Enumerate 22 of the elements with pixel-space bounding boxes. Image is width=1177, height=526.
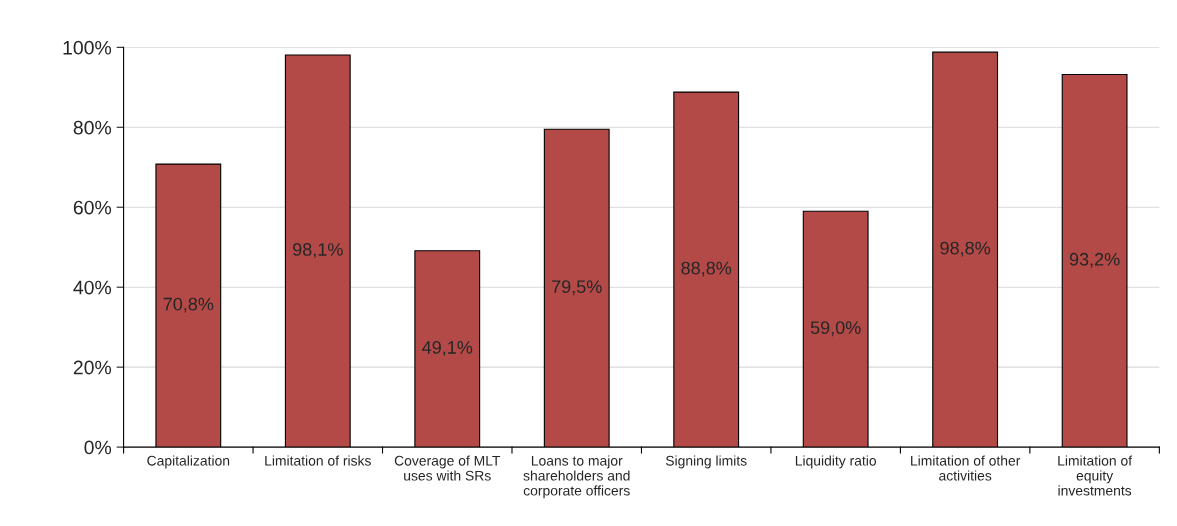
x-tick-label: Limitation of risks	[265, 455, 371, 466]
y-tick-label: 80%	[73, 120, 112, 135]
y-tick-label: 0%	[84, 440, 112, 455]
data-label: 98,8%	[940, 241, 991, 257]
y-tick-label: 40%	[73, 280, 112, 295]
data-label: 88,8%	[681, 261, 732, 277]
data-label: 93,2%	[1069, 252, 1120, 268]
data-label: 70,8%	[163, 297, 214, 313]
x-tick-label: Limitation of other activities	[911, 455, 1021, 481]
data-label: 59,0%	[810, 321, 861, 337]
data-label: 79,5%	[552, 280, 602, 296]
x-tick-label: Limitation of equity investments	[1058, 455, 1133, 496]
x-tick-label: Loans to major shareholders and corporate officers	[523, 455, 630, 499]
x-tick-label: Coverage of MLT uses with SRs	[394, 455, 501, 481]
y-tick-label: 100%	[63, 40, 112, 55]
data-label: 98,1%	[293, 243, 343, 258]
y-tick-label: 20%	[73, 360, 112, 375]
x-tick-label: Liquidity ratio	[795, 455, 877, 469]
y-tick-label: 60%	[73, 200, 112, 215]
data-label: 49,1%	[422, 341, 473, 356]
x-tick-label: Capitalization	[147, 455, 230, 469]
x-tick-label: Signing limits	[665, 455, 747, 469]
